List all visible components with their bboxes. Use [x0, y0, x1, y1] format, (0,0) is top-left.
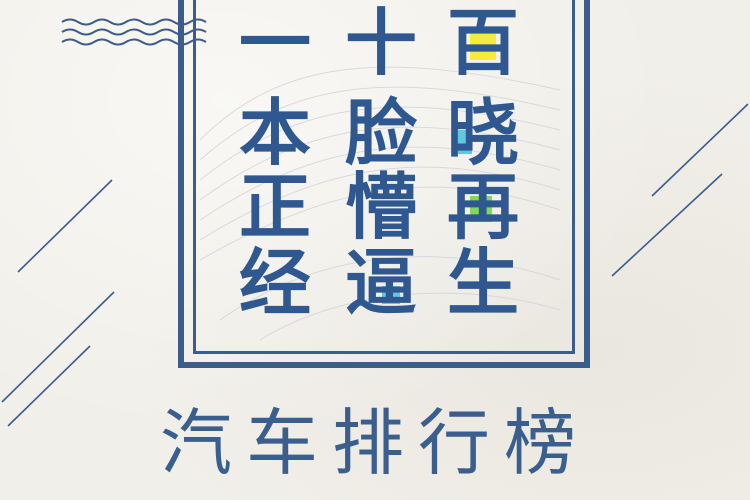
poem-char-2-3: 懵 [344, 164, 417, 249]
poem-char-3-2: 晓 [446, 90, 519, 175]
leaf-texture [199, 66, 561, 341]
poem-char-1-2: 本 [238, 90, 311, 175]
diagonal-strokes-right [611, 103, 749, 277]
diagonal-strokes-left [1, 179, 115, 427]
highlight-cyan-block-1 [382, 286, 400, 304]
highlight-green-block [470, 196, 492, 222]
poem-char-1-1: 一 [238, 0, 311, 85]
highlight-yellow-block [470, 34, 496, 60]
poem-char-3-3: 再 [446, 164, 519, 249]
poem-char-2-4: 逼 [344, 240, 417, 325]
outer-frame [178, 0, 590, 368]
inner-frame [193, 0, 575, 354]
poem-char-3-4: 生 [446, 240, 519, 325]
poem-char-2-1: 十 [344, 0, 417, 85]
poem-char-2-2: 脸 [344, 90, 417, 175]
page-title: 汽车排行榜 [159, 401, 590, 485]
highlight-cyan-block-2 [458, 130, 472, 154]
poem-char-3-1: 百 [446, 0, 519, 85]
poem-char-1-4: 经 [238, 240, 311, 325]
poem-char-1-3: 正 [238, 164, 311, 249]
